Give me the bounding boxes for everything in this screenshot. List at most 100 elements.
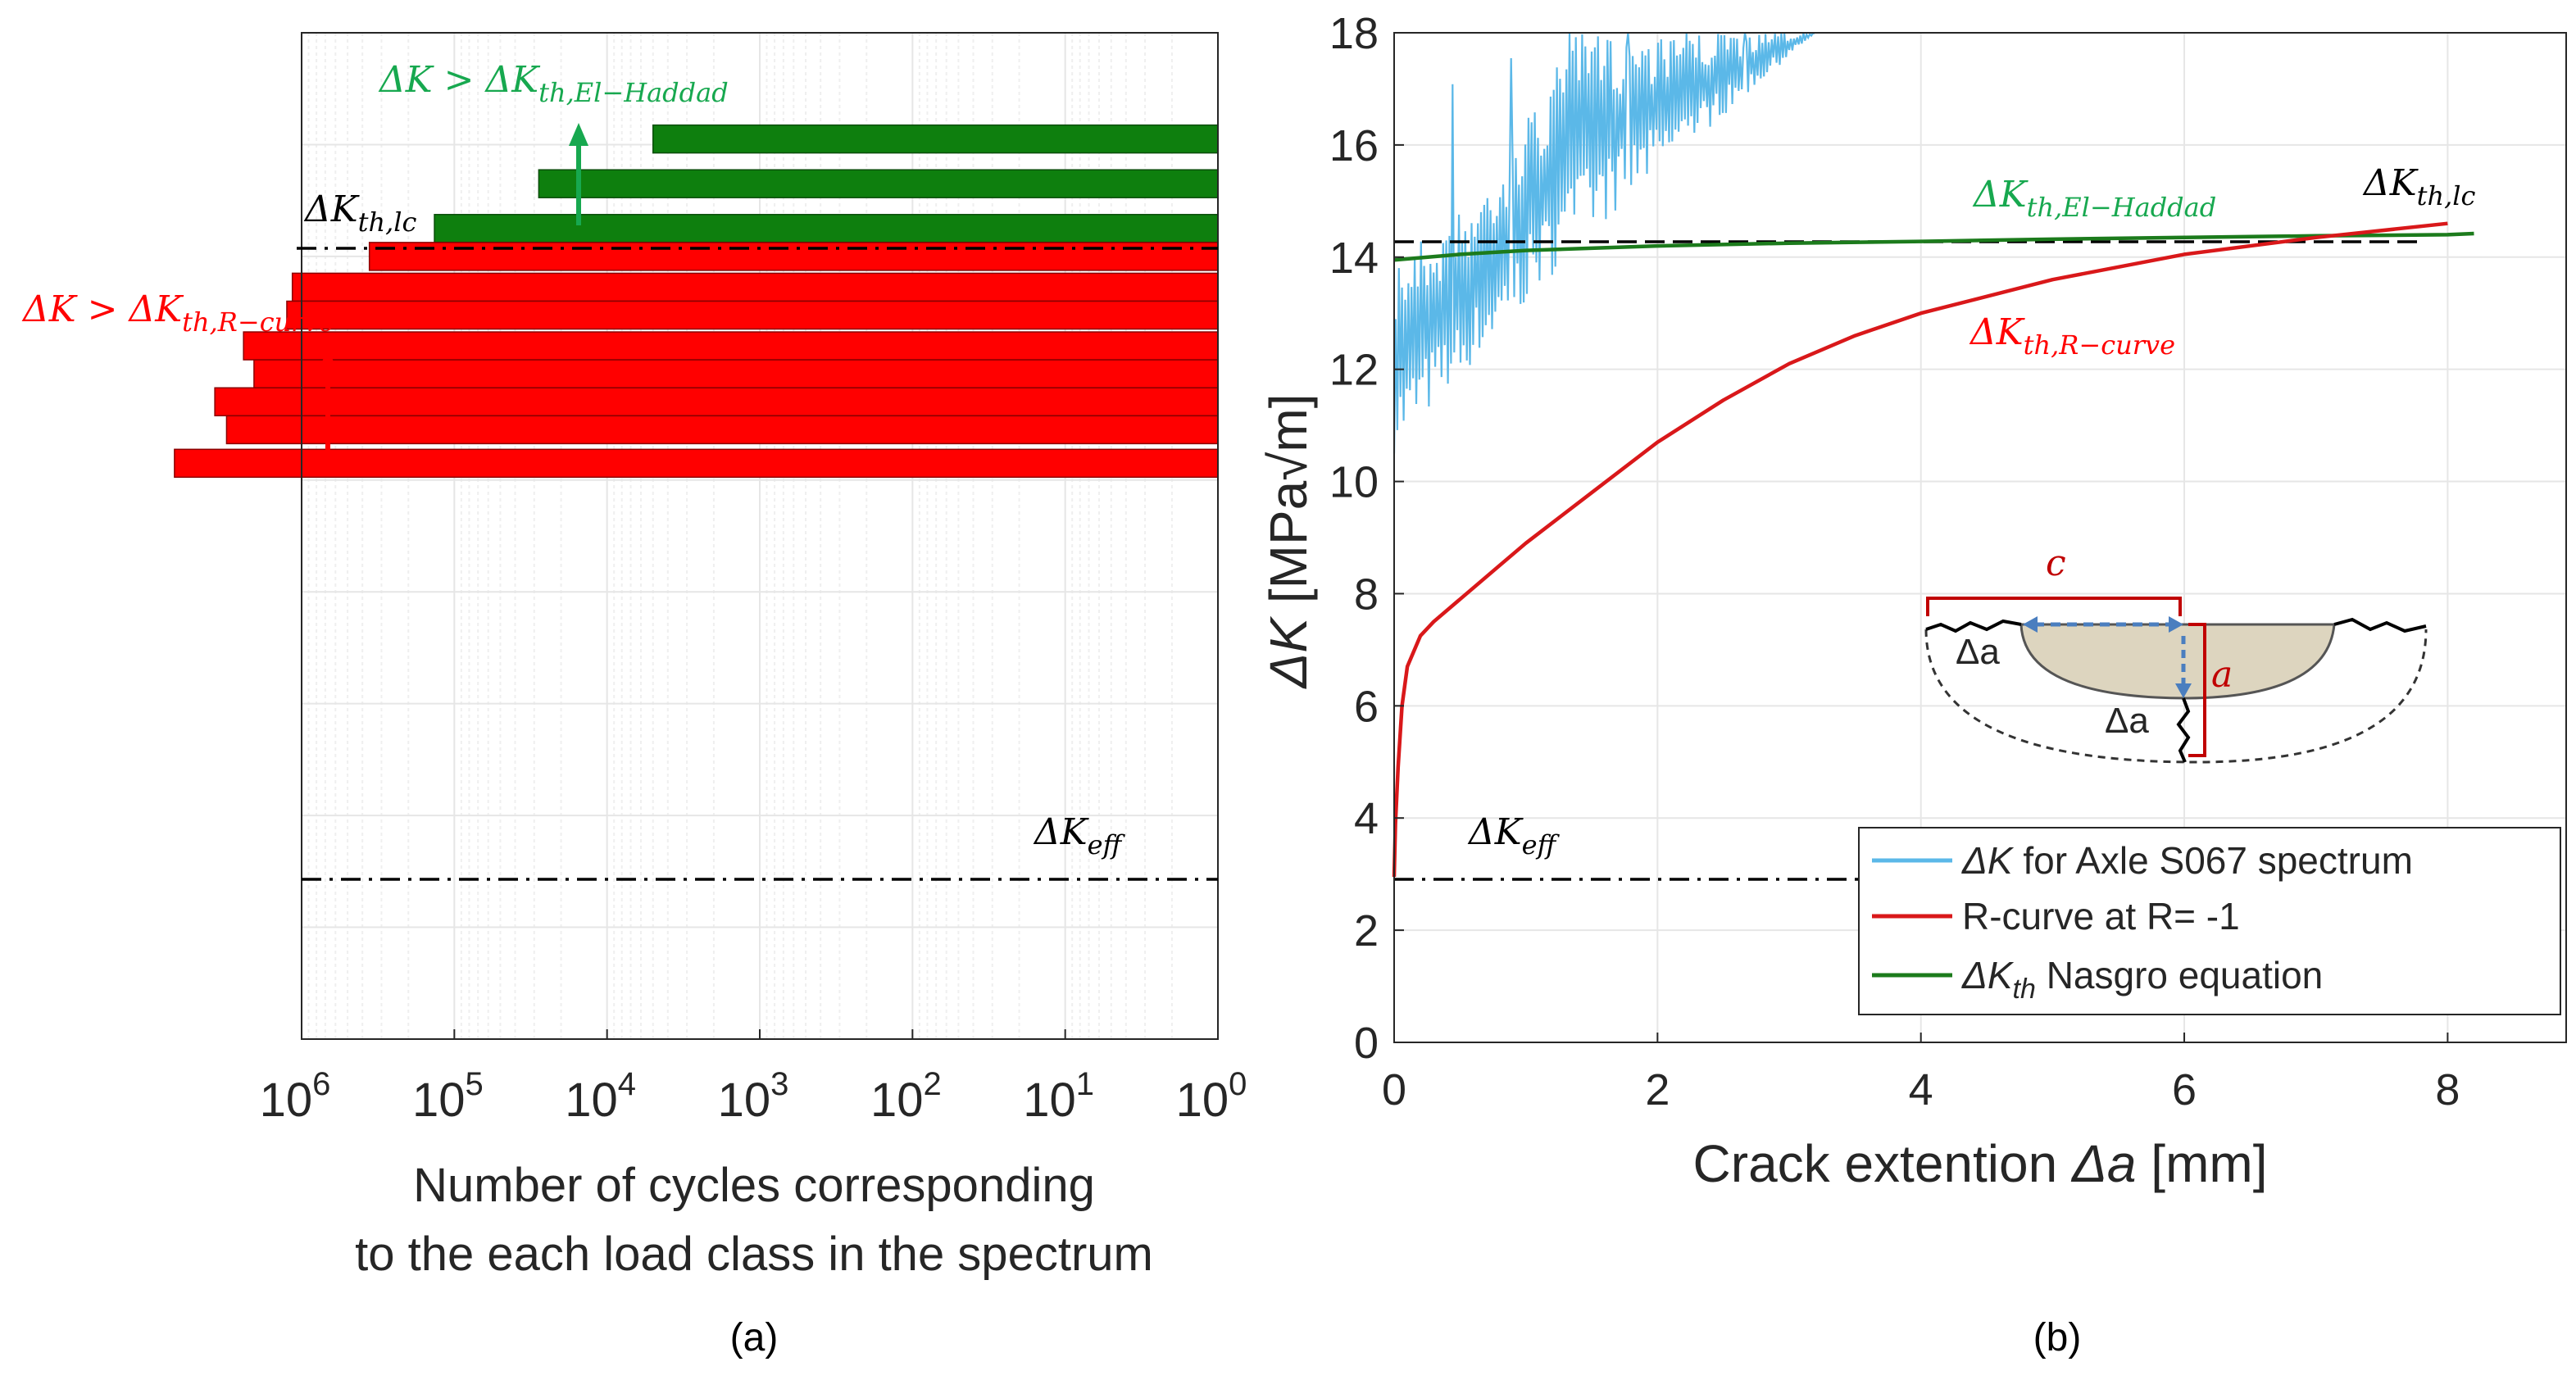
panel-a-x-tick-label: 106 xyxy=(260,1066,331,1127)
legend-box xyxy=(1858,827,2561,1015)
panel-a-green-bar xyxy=(538,169,1219,198)
panel-a-x-tick-label: 104 xyxy=(565,1066,636,1127)
panel-b-x-tick-label: 4 xyxy=(1909,1065,1933,1114)
legend-spectrum-text: for Axle S067 spectrum xyxy=(2023,839,2413,882)
panel-a-green-bar xyxy=(434,214,1219,243)
panel-b-y-tick-label: 16 xyxy=(1329,121,1379,170)
panel-b-el-haddad-main: ΔK xyxy=(1972,174,2029,216)
panel-b-y-tick-label: 6 xyxy=(1354,682,1379,731)
panel-b-y-tick-label: 8 xyxy=(1354,570,1379,619)
panel-a-red-bar xyxy=(368,242,1219,271)
panel-b-y-tick-label: 0 xyxy=(1354,1019,1379,1068)
legend-nasgro-label: ΔKth Nasgro equation xyxy=(1961,954,2323,1005)
panel-b-ylabel-symbol: ΔK xyxy=(1259,615,1318,690)
legend-r-curve-label: R-curve at R= -1 xyxy=(1962,895,2240,937)
spectrum-line xyxy=(1392,31,1815,454)
panel-b-y-tick-label: 18 xyxy=(1329,9,1379,58)
panel-b-lines xyxy=(1392,221,2474,878)
inset-crack-front-dashed xyxy=(1924,629,2428,764)
nasgro-line xyxy=(1393,231,2474,262)
panel-b-ylabel: ΔK [MPa√m] xyxy=(1259,394,1318,690)
panel-a-el-haddad-sub: th,El−Haddad xyxy=(538,77,729,108)
panel-a-xlabel-line1: Number of cycles corresponding xyxy=(413,1159,1095,1212)
legend-nasgro-symbol: ΔK xyxy=(1961,954,2015,996)
panel-b-xlabel-text: Crack extention xyxy=(1693,1134,2058,1193)
legend: ΔK for Axle S067 spectrum R-curve at R= … xyxy=(1858,827,2561,1015)
panel-b-y-tick-label: 10 xyxy=(1329,458,1379,507)
panel-b-ticks: 0 2 4 6 8 0 2 4 6 8 10 12 14 16 18 xyxy=(1329,9,2460,1114)
panel-a-eff-label: ΔKeff xyxy=(1033,811,1126,860)
panel-a-x-tick-label: 101 xyxy=(1023,1066,1094,1127)
panel-b-ylabel-unit: [MPa√m] xyxy=(1259,394,1318,604)
panel-b-eff-label: ΔKeff xyxy=(1467,811,1561,860)
inset-crack-tip-line xyxy=(2176,697,2191,763)
panel-a-el-haddad-main: ΔK > ΔK xyxy=(378,59,540,101)
panel-a-eff-main: ΔK xyxy=(1033,811,1089,853)
panel-b-eff-main: ΔK xyxy=(1467,811,1524,853)
panel-a-red-bar xyxy=(286,300,1219,330)
inset-c-label: c xyxy=(2046,542,2066,584)
panel-a-r-curve-sub: th,R−curve xyxy=(182,306,334,338)
panel-a-xlabel-line2: to the each load class in the spectrum xyxy=(355,1228,1153,1281)
panel-a-r-curve-main: ΔK > ΔK xyxy=(21,288,184,330)
panel-b-r-curve-label: ΔKth,R−curve xyxy=(1969,311,2175,361)
panel-a-r-curve-label: ΔK > ΔKth,R−curve xyxy=(21,288,334,338)
inset-arrowhead-down xyxy=(2175,683,2192,698)
panel-a-red-bar xyxy=(174,448,1219,479)
panel-b-frame xyxy=(1393,32,2567,1043)
crack-inset: c a Δa Δa xyxy=(1924,542,2428,764)
inset-arrowhead-right xyxy=(2169,616,2183,633)
panel-a-green-bar xyxy=(652,124,1219,154)
panel-b-r-curve-sub: th,R−curve xyxy=(2024,329,2175,361)
legend-nasgro-sub: th xyxy=(2013,974,2036,1005)
panel-b-y-tick-label: 2 xyxy=(1354,906,1379,956)
panel-b-xlabel-unit: [mm] xyxy=(2151,1134,2267,1193)
panel-a-red-bar xyxy=(243,331,1219,361)
panel-a-red-bar xyxy=(253,359,1219,388)
panel-b-th-lc-sub: th,lc xyxy=(2417,180,2476,211)
panel-b-th-lc-label: ΔKth,lc xyxy=(2362,162,2476,211)
panel-b-y-tick-label: 14 xyxy=(1329,234,1379,283)
inset-arrowhead-left xyxy=(2023,616,2038,633)
panel-a-bars xyxy=(174,124,1219,479)
panel-b-xlabel-symbol: Δa xyxy=(2070,1134,2137,1193)
inset-a-bracket xyxy=(2188,623,2206,757)
panel-b-x-tick-label: 6 xyxy=(2172,1065,2197,1114)
panel-a-caption: (a) xyxy=(730,1316,779,1360)
legend-nasgro-text: Nasgro equation xyxy=(2047,954,2324,996)
panel-b-caption: (b) xyxy=(2033,1316,2082,1360)
panel-a-x-ticks: 106 105 104 103 102 101 100 xyxy=(260,1029,1247,1127)
panel-a-x-tick-label: 100 xyxy=(1176,1066,1247,1127)
panel-a-x-tick-label: 102 xyxy=(870,1066,942,1127)
panel-a-x-tick-label: 103 xyxy=(718,1066,789,1127)
panel-b-el-haddad-label: ΔKth,El−Haddad xyxy=(1972,174,2216,223)
legend-spectrum-label: ΔK for Axle S067 spectrum xyxy=(1961,839,2413,882)
panel-b-eff-sub: eff xyxy=(1522,829,1561,860)
r-curve-line xyxy=(1392,221,2448,878)
inset-da-label-1: Δa xyxy=(1956,632,2000,672)
panel-b-xlabel: Crack extention Δa [mm] xyxy=(1693,1134,2268,1193)
panel-a-green-arrowhead xyxy=(569,123,588,146)
inset-surface-line xyxy=(1925,617,2427,633)
inset-a-label: a xyxy=(2211,654,2233,696)
legend-spectrum-symbol: ΔK xyxy=(1961,839,2015,882)
panel-b-spectrum-series xyxy=(1392,31,1815,454)
panel-a-red-bar xyxy=(225,415,1219,445)
panel-b-x-tick-label: 8 xyxy=(2435,1065,2460,1114)
panel-a-th-lc-label: ΔKth,lc xyxy=(303,188,417,238)
panel-b-el-haddad-sub: th,El−Haddad xyxy=(2027,192,2217,223)
panel-b-y-tick-label: 4 xyxy=(1354,794,1379,843)
panel-a-x-tick-label: 105 xyxy=(412,1066,484,1127)
panel-a-eff-sub: eff xyxy=(1088,829,1126,860)
panel-b-y-tick-label: 12 xyxy=(1329,346,1379,395)
panel-a: 106 105 104 103 102 101 100 ΔK > ΔKth,El−Hadda… xyxy=(21,32,1247,1360)
inset-da-label-2: Δa xyxy=(2105,701,2149,741)
panel-a-red-bar xyxy=(214,387,1219,417)
panel-a-th-lc-sub: th,lc xyxy=(358,207,417,238)
panel-b-r-curve-main: ΔK xyxy=(1969,311,2025,353)
panel-a-th-lc-main: ΔK xyxy=(303,188,360,230)
panel-b-x-tick-label: 2 xyxy=(1645,1065,1670,1114)
panel-b-x-tick-label: 0 xyxy=(1382,1065,1406,1114)
